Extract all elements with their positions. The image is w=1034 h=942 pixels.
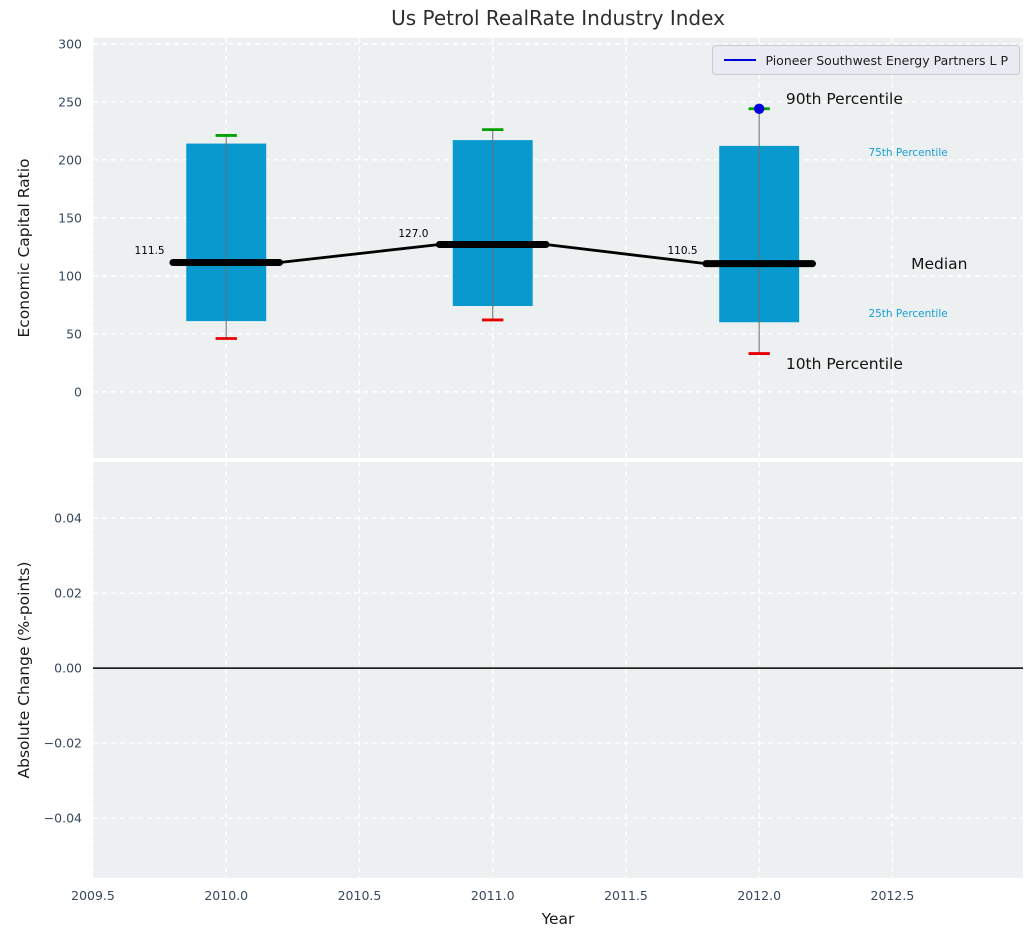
ytick-bottom-−0.02: −0.02	[43, 735, 82, 751]
legend: Pioneer Southwest Energy Partners L P	[712, 45, 1020, 75]
ytick-top-0: 0	[74, 384, 82, 400]
x-axis-label: Year	[541, 910, 575, 928]
chart-title: Us Petrol RealRate Industry Index	[391, 6, 725, 30]
xtick-2012.0: 2012.0	[737, 888, 782, 903]
ytick-top-200: 200	[58, 152, 82, 168]
annotation-10th-percentile: 10th Percentile	[785, 355, 903, 374]
ytick-top-300: 300	[58, 36, 82, 52]
xtick-2010.5: 2010.5	[337, 888, 382, 903]
y-axis-label-top: Economic Capital Ratio	[15, 158, 33, 338]
ytick-bottom-0.04: 0.04	[54, 510, 82, 526]
xtick-2010.0: 2010.0	[204, 888, 249, 903]
median-value-label-111.5: 111.5	[134, 245, 165, 258]
box-group-2011	[452, 129, 533, 320]
ytick-bottom-0.00: 0.00	[54, 660, 82, 676]
median-value-label-110.5: 110.5	[667, 245, 698, 258]
ytick-bottom-0.02: 0.02	[54, 585, 82, 601]
annotation-75th-percentile: 75th Percentile	[868, 146, 948, 159]
median-connector	[545, 243, 707, 266]
bottom-axes	[93, 462, 1023, 878]
ytick-top-100: 100	[58, 268, 82, 284]
ytick-top-150: 150	[58, 210, 82, 226]
annotation-25th-percentile: 25th Percentile	[868, 308, 948, 321]
xtick-2011.0: 2011.0	[470, 888, 515, 903]
ytick-bottom-−0.04: −0.04	[43, 810, 82, 826]
annotation-median: Median	[911, 255, 968, 274]
median-value-label-127.0: 127.0	[398, 228, 429, 241]
company-point	[753, 103, 765, 114]
annotation-90th-percentile: 90th Percentile	[785, 90, 903, 109]
legend-label: Pioneer Southwest Energy Partners L P	[765, 52, 1008, 68]
median-connector	[279, 243, 440, 264]
ytick-top-250: 250	[58, 94, 82, 110]
boxplot-canvas	[93, 38, 1023, 458]
box-group-2012	[719, 108, 800, 354]
change-canvas	[93, 462, 1023, 878]
legend-line-sample	[724, 59, 757, 61]
xtick-2012.5: 2012.5	[870, 888, 915, 903]
box-group-2010	[186, 135, 267, 339]
xtick-2011.5: 2011.5	[604, 888, 648, 903]
xtick-2009.5: 2009.5	[71, 888, 115, 903]
top-axes	[93, 38, 1023, 458]
ytick-top-50: 50	[66, 326, 82, 342]
